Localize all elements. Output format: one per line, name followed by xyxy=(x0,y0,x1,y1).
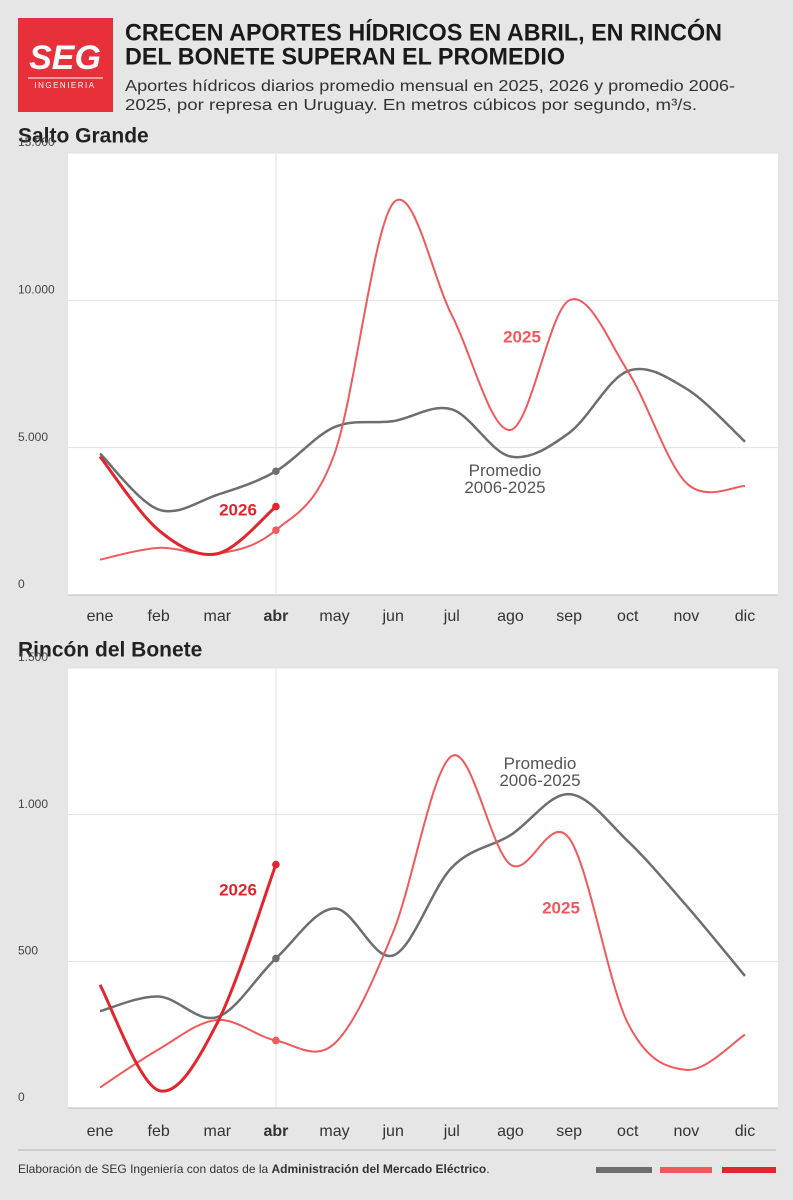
x-tick-label: may xyxy=(319,1123,349,1140)
title-line: CRECEN APORTES HÍDRICOS EN ABRIL, EN RIN… xyxy=(125,18,722,46)
x-tick-label: mar xyxy=(203,1123,231,1140)
x-tick-label: sep xyxy=(556,608,582,625)
subtitle-line: Aportes hídricos diarios promedio mensua… xyxy=(125,78,735,95)
series-line xyxy=(99,198,746,561)
x-tick-label: dic xyxy=(735,1123,755,1140)
y-tick-label: 15.000 xyxy=(18,135,55,149)
plot-area xyxy=(68,668,778,1108)
y-tick-label: 0 xyxy=(18,1090,25,1104)
source-end: . xyxy=(486,1162,489,1176)
x-tick-label: dic xyxy=(735,608,755,625)
plot-area xyxy=(68,153,778,595)
series-label: Promedio 2006-2025 xyxy=(499,754,581,790)
series-label: Promedio 2006-2025 xyxy=(464,461,546,497)
x-tick-label: may xyxy=(319,608,349,625)
x-tick-label: oct xyxy=(617,1123,639,1140)
x-tick-label: ene xyxy=(87,608,114,625)
series-label: 2026 xyxy=(219,880,257,900)
y-tick-label: 5.000 xyxy=(18,430,48,444)
y-tick-label: 0 xyxy=(18,577,25,591)
x-tick-label: nov xyxy=(673,608,699,625)
x-tick-label: jul xyxy=(443,1123,460,1140)
source-org: Administración del Mercado Eléctrico xyxy=(272,1162,487,1176)
x-tick-label: jul xyxy=(443,608,460,625)
x-tick-label: nov xyxy=(673,1123,699,1140)
logo-name: SEG xyxy=(29,39,101,77)
x-tick-label: jun xyxy=(382,608,404,625)
highlight-dot xyxy=(272,502,280,511)
logo-box xyxy=(18,18,113,112)
series-label: 2026 xyxy=(219,500,257,520)
subtitle-line: 2025, por represa en Uruguay. En metros … xyxy=(125,97,697,114)
x-tick-label: feb xyxy=(148,608,170,625)
x-tick-label: mar xyxy=(203,608,231,625)
highlight-dot xyxy=(272,467,280,476)
x-tick-label: abr xyxy=(263,1123,288,1140)
series-line xyxy=(99,367,746,513)
title-line: DEL BONETE SUPERAN EL PROMEDIO xyxy=(125,43,565,70)
x-tick-label: ago xyxy=(497,1123,524,1140)
x-tick-label: sep xyxy=(556,1123,582,1140)
series-line xyxy=(98,864,278,1093)
series-line xyxy=(98,455,277,557)
highlight-dot xyxy=(272,860,280,869)
highlight-dot xyxy=(272,954,280,963)
highlight-dot xyxy=(272,526,280,534)
chart-title: Salto Grande xyxy=(18,125,149,148)
x-tick-label: ago xyxy=(497,608,524,625)
chart-title: Rincón del Bonete xyxy=(18,639,202,662)
x-tick-label: ene xyxy=(87,1123,114,1140)
x-tick-label: feb xyxy=(148,1123,170,1140)
x-tick-label: jun xyxy=(382,1123,404,1140)
series-line xyxy=(99,792,746,1020)
y-tick-label: 10.000 xyxy=(18,283,55,297)
y-tick-label: 1.000 xyxy=(18,797,48,811)
footer-source: Elaboración de SEG Ingeniería con datos … xyxy=(18,1162,490,1176)
y-tick-label: 1.500 xyxy=(18,650,48,664)
series-label: 2025 xyxy=(542,898,580,918)
series-label: 2025 xyxy=(503,327,541,347)
y-tick-label: 500 xyxy=(18,944,38,958)
source-text: Elaboración de SEG Ingeniería con datos … xyxy=(18,1162,272,1176)
logo-tagline: INGENIERIA xyxy=(34,81,95,90)
x-tick-label: oct xyxy=(617,608,639,625)
highlight-dot xyxy=(272,1036,280,1045)
x-tick-label: abr xyxy=(263,608,288,625)
series-line xyxy=(99,754,746,1089)
